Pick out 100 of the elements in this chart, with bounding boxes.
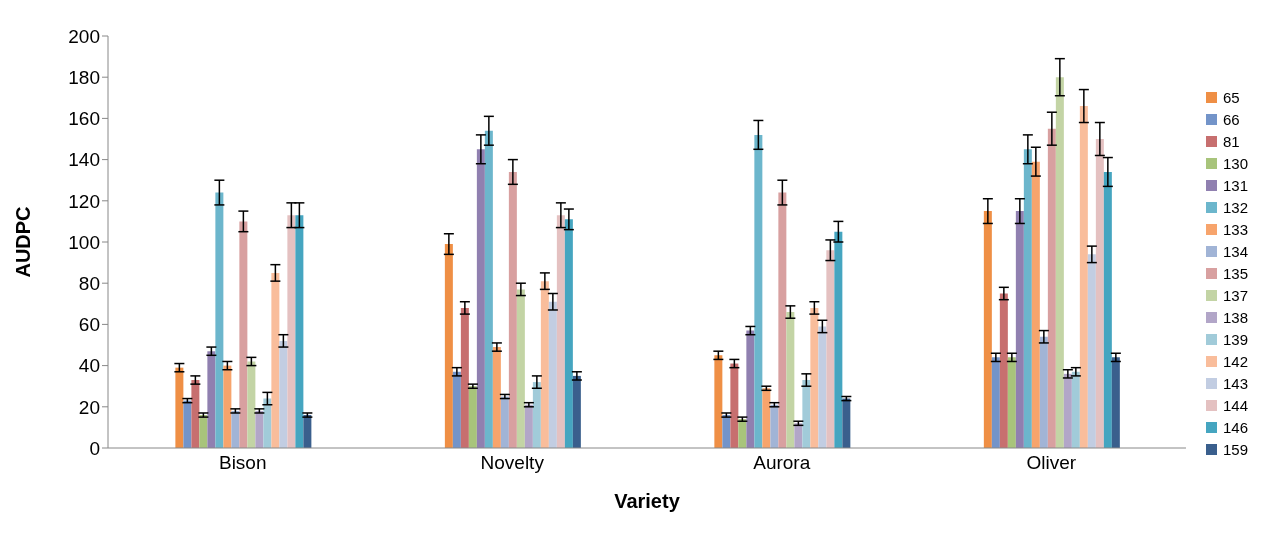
bar [1111,357,1120,448]
y-axis-title: AUDPC [12,206,35,278]
bar [770,404,779,448]
bar [1103,171,1112,448]
bar [991,357,1000,448]
x-tick-label: Aurora [753,452,811,474]
legend-label: 130 [1222,154,1248,172]
x-tick-label: Oliver [1026,452,1077,474]
y-tick-label: 200 [68,25,100,47]
bar [183,400,192,448]
y-tick-label: 160 [68,108,100,130]
legend-label: 66 [1222,110,1240,128]
legend-label: 135 [1222,264,1248,282]
y-tick-label: 80 [78,272,100,294]
legend-label: 131 [1222,176,1248,194]
bar [778,192,787,448]
bar [1007,357,1016,448]
bar [247,361,256,448]
bar [983,211,992,448]
bar [1079,106,1088,448]
legend-label: 132 [1222,198,1248,216]
legend-label: 65 [1222,88,1240,106]
bar [1039,336,1048,448]
legend-label: 139 [1222,330,1248,348]
bar [231,410,240,448]
bar [255,410,264,448]
bar [207,351,216,448]
bar [794,423,803,448]
legend-label: 144 [1222,396,1248,414]
bar [540,281,549,448]
bar [508,171,517,448]
bar [271,272,280,448]
bar [818,326,827,448]
y-tick-label: 180 [68,66,100,88]
bar [524,404,533,448]
x-tick-label: Novelty [480,452,545,474]
legend-label: 138 [1222,308,1248,326]
bar [556,215,565,448]
bar [738,419,747,448]
bar [722,415,731,448]
y-tick-label: 20 [78,396,100,418]
bar [714,355,723,448]
bar [1071,371,1080,448]
bar [826,250,835,448]
bar [1023,149,1032,448]
bar [215,192,224,448]
bar [786,312,795,448]
y-tick-label: 140 [68,149,100,171]
bar [295,215,304,448]
bar [263,398,272,448]
x-axis-title: Variety [614,490,681,512]
y-tick-label: 120 [68,190,100,212]
x-tick-label: Bison [218,452,267,474]
legend-label: 146 [1222,418,1248,436]
bar [516,289,525,448]
bar [572,375,581,448]
bar [287,215,296,448]
bar [191,380,200,448]
bar [842,398,851,448]
bar [810,307,819,448]
bar [239,221,248,448]
legend-label: 159 [1222,440,1248,458]
bar [199,415,208,448]
bar [1031,161,1040,448]
bar [746,330,755,448]
legend-label: 134 [1222,242,1248,260]
bar [802,380,811,448]
bar [223,365,232,448]
bar [1063,373,1072,448]
y-tick-label: 0 [89,437,100,459]
bar [1047,128,1056,448]
bar [460,307,469,448]
bar [279,340,288,448]
bar [999,293,1008,448]
legend-label: 137 [1222,286,1248,304]
bar [564,219,573,448]
bar [1015,211,1024,448]
bar [730,363,739,448]
bar [444,244,453,448]
legend-label: 143 [1222,374,1248,392]
bar [500,396,509,448]
bar [484,130,493,448]
bar [754,134,763,448]
bar [762,388,771,448]
bar [468,386,477,448]
legend-label: 81 [1222,132,1240,150]
y-tick-label: 100 [68,231,100,253]
bar [492,347,501,448]
bar [1055,77,1064,448]
bar [1087,254,1096,448]
legend-label: 133 [1222,220,1248,238]
y-tick-label: 60 [78,314,100,336]
bar [476,149,485,448]
bar [303,415,312,448]
bar [1095,139,1104,448]
legend-label: 142 [1222,352,1248,370]
bar [548,301,557,448]
bar [175,367,184,448]
bar [452,371,461,448]
bar [834,231,843,448]
